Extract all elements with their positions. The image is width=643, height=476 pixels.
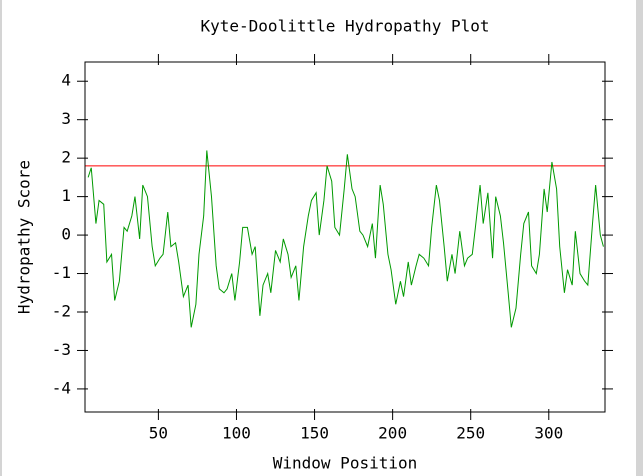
y-axis-label: Hydropathy Score xyxy=(15,160,34,314)
y-tick-label: -3 xyxy=(52,340,71,359)
y-tick-label: 1 xyxy=(61,186,71,205)
y-tick-label: -1 xyxy=(52,263,71,282)
right-edge xyxy=(636,0,643,476)
x-tick-label: 200 xyxy=(378,424,407,443)
plot-frame xyxy=(84,61,606,413)
left-edge xyxy=(0,0,2,476)
x-tick-label: 300 xyxy=(534,424,563,443)
x-axis-label: Window Position xyxy=(273,454,418,473)
y-tick-label: 0 xyxy=(61,225,71,244)
chart-title: Kyte-Doolittle Hydropathy Plot xyxy=(201,17,490,36)
y-tick-label: -4 xyxy=(52,378,71,397)
x-tick-label: 100 xyxy=(222,424,251,443)
x-tick-label: 50 xyxy=(149,424,168,443)
x-tick-label: 250 xyxy=(456,424,485,443)
y-tick-label: 2 xyxy=(61,148,71,167)
data-line xyxy=(87,150,604,328)
y-tick-label: -2 xyxy=(52,302,71,321)
x-tick-label: 150 xyxy=(300,424,329,443)
y-tick-label: 4 xyxy=(61,71,71,90)
y-tick-label: 3 xyxy=(61,109,71,128)
